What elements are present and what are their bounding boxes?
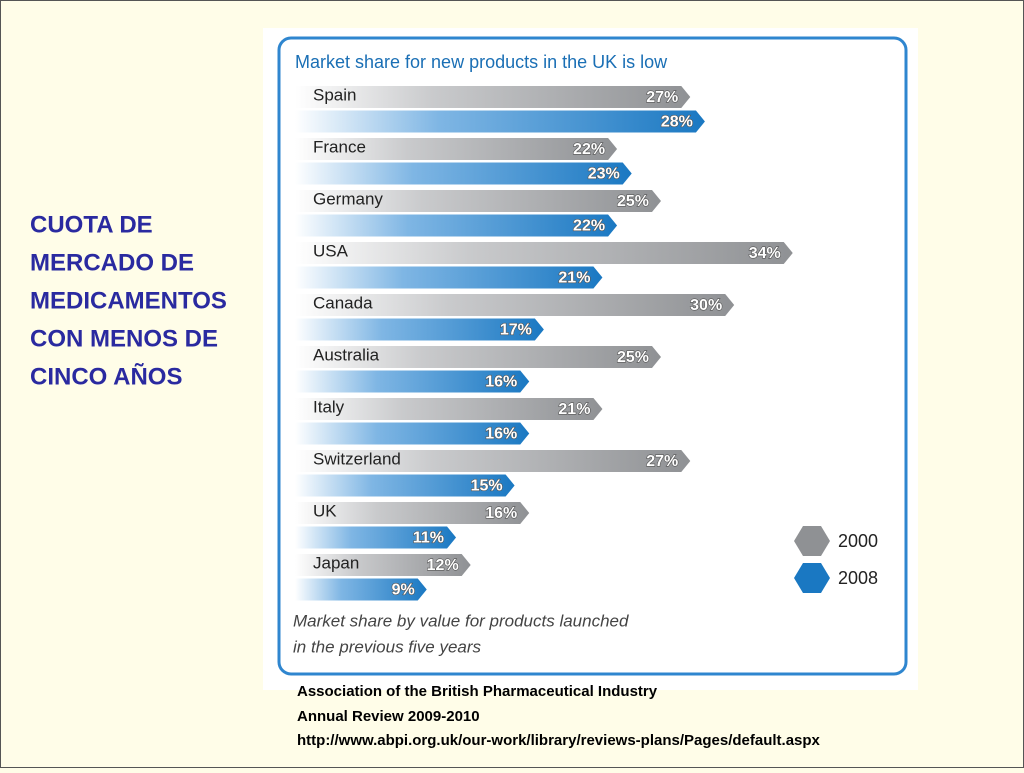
bar bbox=[295, 318, 544, 341]
legend-label: 2000 bbox=[838, 531, 878, 551]
category-label: Switzerland bbox=[313, 449, 401, 468]
value-label: 28% bbox=[661, 114, 693, 131]
category-label: Australia bbox=[313, 345, 380, 364]
value-label: 11% bbox=[413, 530, 444, 547]
value-label: 16% bbox=[485, 374, 517, 391]
bar bbox=[295, 474, 515, 497]
bar bbox=[295, 554, 471, 576]
slide-heading: CINCO AÑOS bbox=[30, 362, 182, 390]
value-label: 21% bbox=[558, 270, 590, 287]
value-label: 27% bbox=[646, 453, 678, 470]
value-label: 9% bbox=[392, 582, 415, 599]
bar bbox=[295, 162, 632, 185]
bar bbox=[295, 398, 603, 420]
category-label: Spain bbox=[313, 85, 356, 104]
value-label: 17% bbox=[500, 322, 532, 339]
category-label: UK bbox=[313, 501, 337, 520]
category-label: Japan bbox=[313, 553, 359, 572]
bar bbox=[295, 242, 793, 264]
slide-heading: MEDICAMENTOS bbox=[30, 287, 227, 314]
slide-heading: CUOTA DE bbox=[30, 211, 153, 238]
bar bbox=[295, 422, 530, 445]
slide-heading: MERCADO DE bbox=[30, 249, 194, 276]
value-label: 25% bbox=[617, 193, 649, 210]
legend-label: 2008 bbox=[838, 568, 878, 588]
category-label: Italy bbox=[313, 397, 345, 416]
bar bbox=[295, 138, 618, 160]
bar bbox=[295, 266, 603, 289]
bar bbox=[295, 450, 691, 472]
chart-note: Market share by value for products launc… bbox=[293, 611, 629, 630]
value-label: 22% bbox=[573, 141, 605, 158]
value-label: 16% bbox=[485, 426, 517, 443]
category-label: USA bbox=[313, 241, 349, 260]
value-label: 34% bbox=[749, 245, 781, 262]
bar bbox=[295, 214, 618, 237]
source-line: http://www.abpi.org.uk/our-work/library/… bbox=[297, 732, 821, 749]
bar bbox=[295, 370, 530, 393]
bar bbox=[295, 86, 691, 108]
category-label: Canada bbox=[313, 293, 373, 312]
value-label: 25% bbox=[617, 349, 649, 366]
value-label: 21% bbox=[558, 401, 590, 418]
chart-note: in the previous five years bbox=[293, 637, 482, 656]
value-label: 22% bbox=[573, 218, 605, 235]
category-label: Germany bbox=[313, 189, 383, 208]
chart-title: Market share for new products in the UK … bbox=[295, 52, 668, 72]
value-label: 12% bbox=[427, 557, 459, 574]
bar bbox=[295, 346, 661, 368]
value-label: 30% bbox=[690, 297, 722, 314]
value-label: 16% bbox=[485, 505, 517, 522]
legend-swatch bbox=[794, 526, 830, 556]
slide-heading: CON MENOS DE bbox=[30, 325, 218, 352]
bar bbox=[295, 526, 457, 549]
source-line: Association of the British Pharmaceutica… bbox=[297, 683, 658, 700]
bar bbox=[295, 502, 530, 524]
bar bbox=[295, 578, 427, 601]
category-label: France bbox=[313, 137, 366, 156]
bar bbox=[295, 294, 735, 316]
source-line: Annual Review 2009-2010 bbox=[297, 708, 480, 725]
bar bbox=[295, 190, 661, 212]
value-label: 27% bbox=[646, 89, 678, 106]
legend-swatch bbox=[794, 563, 830, 593]
chart-frame bbox=[277, 36, 908, 676]
value-label: 23% bbox=[588, 166, 620, 183]
bar bbox=[295, 110, 705, 133]
value-label: 15% bbox=[471, 478, 503, 495]
